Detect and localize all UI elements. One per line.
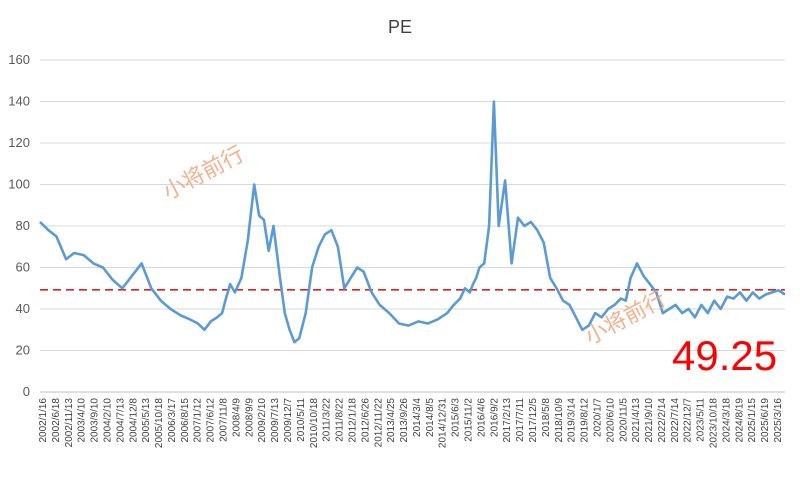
x-tick-label: 2018/5/8 (541, 398, 552, 437)
y-tick-label: 40 (16, 301, 30, 316)
x-tick-label: 2021/9/10 (644, 398, 655, 443)
y-tick-label: 160 (8, 52, 30, 67)
x-tick-label: 2002/6/18 (51, 398, 62, 443)
x-tick-label: 2025/1/15 (747, 398, 758, 443)
x-tick-label: 2007/1/12 (193, 398, 204, 443)
x-tick-label: 2003/4/10 (77, 398, 88, 443)
x-tick-label: 2020/11/5 (618, 398, 629, 442)
x-tick-label: 2016/4/6 (476, 398, 487, 437)
x-tick-label: 2012/6/26 (360, 398, 371, 443)
x-tick-label: 2011/3/22 (322, 398, 333, 442)
x-tick-label: 2014/12/31 (438, 398, 449, 448)
watermark-1: 小将前行 (159, 142, 248, 205)
x-tick-label: 2004/2/10 (102, 398, 113, 443)
x-axis-tick-labels: 2002/1/16 2002/6/18 2002/11/13 2003/4/10 200… (38, 398, 784, 448)
y-tick-label: 20 (16, 343, 30, 358)
x-tick-label: 2015/11/2 (464, 398, 475, 442)
x-tick-label: 2024/8/19 (734, 398, 745, 443)
x-tick-label: 2025/6/19 (760, 398, 771, 443)
y-tick-label: 140 (8, 94, 30, 109)
x-tick-label: 2009/2/10 (257, 398, 268, 443)
x-tick-label: 2017/12/5 (528, 398, 539, 443)
pe-series (39, 100, 786, 344)
x-tick-label: 2017/2/13 (502, 398, 513, 443)
x-tick-label: 2007/6/12 (206, 398, 217, 443)
x-tick-label: 2017/7/11 (515, 398, 526, 442)
x-tick-label: 2005/5/13 (141, 398, 152, 443)
x-tick-label: 2021/4/13 (631, 398, 642, 443)
y-tick-label: 100 (8, 177, 30, 192)
y-tick-label: 0 (23, 384, 30, 399)
x-tick-label: 2007/11/8 (219, 398, 230, 442)
chart-title: PE (388, 17, 412, 37)
x-tick-label: 2022/2/14 (657, 398, 668, 443)
series-line (39, 100, 786, 344)
x-tick-label: 2023/10/18 (709, 398, 720, 448)
x-tick-label: 2012/11/22 (373, 398, 384, 448)
x-tick-label: 2004/7/13 (115, 398, 126, 443)
x-tick-label: 2019/8/12 (580, 398, 591, 443)
x-tick-label: 2014/8/5 (425, 398, 436, 437)
x-tick-label: 2012/1/18 (347, 398, 358, 443)
x-tick-label: 2002/11/13 (64, 398, 75, 448)
y-axis-tick-labels: 0 20 40 60 80 100 120 140 160 (8, 52, 30, 399)
x-tick-label: 2005/10/18 (154, 398, 165, 448)
x-tick-label: 2009/7/13 (270, 398, 281, 443)
x-tick-label: 2023/5/11 (696, 398, 707, 442)
x-tick-label: 2024/3/18 (721, 398, 732, 443)
x-tick-label: 2002/1/16 (38, 398, 49, 443)
gridlines (40, 59, 785, 351)
x-tick-label: 2006/8/15 (180, 398, 191, 443)
x-tick-label: 2009/12/7 (283, 398, 294, 443)
y-tick-label: 80 (16, 218, 30, 233)
x-tick-label: 2013/9/26 (399, 398, 410, 443)
x-tick-label: 2025/3/16 (773, 398, 784, 443)
x-tick-label: 2022/7/14 (670, 398, 681, 443)
x-tick-label: 2018/10/9 (554, 398, 565, 443)
x-tick-label: 2015/6/3 (451, 398, 462, 437)
x-tick-label: 2003/9/10 (90, 398, 101, 443)
x-tick-label: 2014/3/4 (412, 398, 423, 437)
x-tick-label: 2006/3/17 (167, 398, 178, 443)
x-tick-label: 2020/1/7 (592, 398, 603, 437)
x-tick-label: 2019/3/14 (567, 398, 578, 443)
x-tick-label: 2004/12/8 (128, 398, 139, 443)
x-tick-label: 2013/4/25 (386, 398, 397, 443)
current-value-label: 49.25 (672, 332, 777, 379)
x-tick-label: 2011/8/22 (335, 398, 346, 442)
y-tick-label: 120 (8, 135, 30, 150)
x-tick-label: 2010/5/11 (296, 398, 307, 442)
x-tick-label: 2008/4/9 (231, 398, 242, 437)
x-tick-label: 2010/10/18 (309, 398, 320, 448)
x-tick-label: 2016/9/2 (489, 398, 500, 437)
x-tick-label: 2008/9/9 (244, 398, 255, 437)
y-tick-label: 60 (16, 260, 30, 275)
x-tick-label: 2022/12/7 (683, 398, 694, 443)
x-tick-label: 2020/6/10 (605, 398, 616, 443)
